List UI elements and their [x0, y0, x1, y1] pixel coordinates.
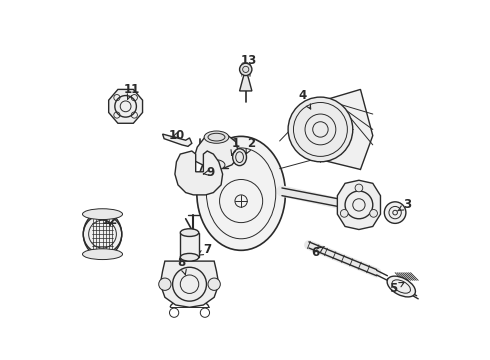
- Polygon shape: [337, 180, 381, 230]
- Ellipse shape: [203, 159, 225, 170]
- Text: 6: 6: [311, 246, 324, 259]
- Text: 9: 9: [203, 166, 215, 179]
- Text: 3: 3: [398, 198, 412, 211]
- Circle shape: [208, 278, 220, 291]
- Ellipse shape: [197, 136, 285, 250]
- Ellipse shape: [82, 249, 122, 260]
- Ellipse shape: [83, 212, 122, 256]
- Polygon shape: [194, 134, 238, 168]
- Polygon shape: [160, 261, 219, 307]
- Text: 7: 7: [198, 243, 211, 256]
- Ellipse shape: [82, 209, 122, 220]
- Text: 4: 4: [298, 89, 311, 109]
- Text: 13: 13: [241, 54, 257, 73]
- Polygon shape: [240, 74, 252, 91]
- Text: 10: 10: [168, 129, 185, 142]
- Text: 12: 12: [102, 214, 119, 227]
- Text: 11: 11: [123, 83, 140, 99]
- Text: 5: 5: [390, 282, 404, 294]
- Text: 1: 1: [231, 137, 240, 156]
- Polygon shape: [109, 89, 143, 123]
- Text: 8: 8: [178, 256, 186, 275]
- Ellipse shape: [233, 149, 246, 166]
- Polygon shape: [163, 134, 192, 147]
- Ellipse shape: [180, 229, 199, 237]
- Circle shape: [341, 210, 348, 217]
- Ellipse shape: [180, 253, 199, 261]
- Circle shape: [159, 278, 171, 291]
- Polygon shape: [317, 89, 373, 170]
- Circle shape: [355, 184, 363, 192]
- Ellipse shape: [204, 131, 229, 143]
- Polygon shape: [180, 233, 199, 257]
- Circle shape: [288, 97, 353, 162]
- Text: 2: 2: [246, 137, 255, 154]
- Circle shape: [240, 63, 252, 76]
- Circle shape: [370, 210, 377, 217]
- Polygon shape: [175, 151, 222, 195]
- Circle shape: [384, 202, 406, 223]
- Ellipse shape: [387, 276, 416, 297]
